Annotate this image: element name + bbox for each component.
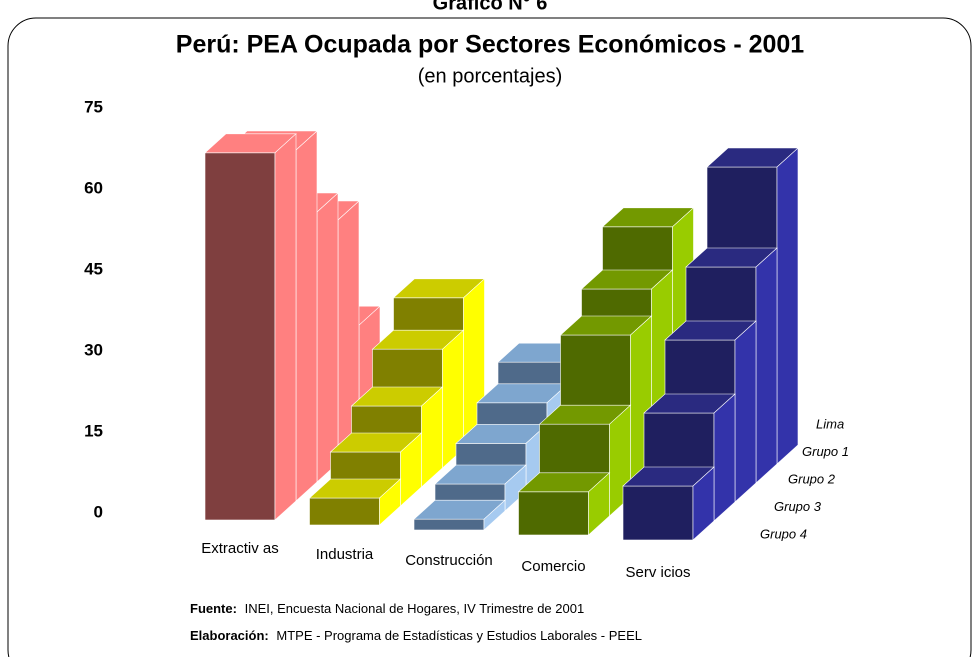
bar-block [413,499,506,531]
y-tick-label: 45 [84,259,103,278]
bar-side [692,466,715,541]
bar-side [316,192,339,483]
source-text: INEI, Encuesta Nacional de Hogares, IV T… [245,601,585,616]
bar-side [483,499,506,531]
bar-block [308,478,402,526]
x-tick-label: Serv icios [625,564,690,581]
y-tick-label: 30 [84,340,103,359]
depth-label: Grupo 2 [788,471,836,486]
credit-line: Elaboración: MTPE - Programa de Estadíst… [190,628,642,643]
bar-front [204,152,276,521]
bar-block [204,133,297,521]
x-tick-label: Comercio [521,558,585,575]
bar-front [622,485,694,541]
bar-front [309,497,380,526]
bar-block [517,472,611,536]
bar-side [295,130,318,502]
x-tick-label: Industria [316,546,374,563]
credit-label: Elaboración: [190,628,269,643]
depth-label: Grupo 1 [802,444,849,459]
bar-side [274,133,297,521]
bar-block [622,466,715,541]
bar-side [755,247,778,484]
bar-front [518,491,589,536]
bar-side [379,478,401,526]
chart-header: Gráfico N° 6 [433,0,548,14]
bar-side [734,320,757,503]
bar-side [713,393,736,522]
x-tick-label: Construcción [405,552,493,569]
bar-side [776,147,799,465]
y-tick-label: 15 [84,421,103,440]
chart-title: Perú: PEA Ocupada por Sectores Económico… [176,31,805,59]
depth-label: Grupo 4 [760,526,807,541]
depth-label: Grupo 3 [774,499,822,514]
y-tick-label: 75 [84,97,103,116]
chart-subtitle: (en porcentajes) [418,65,563,87]
x-tick-label: Extractiv as [201,540,279,557]
y-tick-label: 60 [84,178,103,197]
depth-label: Lima [816,416,844,431]
credit-text: MTPE - Programa de Estadísticas y Estudi… [276,628,642,643]
y-tick-label: 0 [94,502,103,521]
source-line: Fuente: INEI, Encuesta Nacional de Hogar… [190,601,584,616]
bar-front [413,518,485,531]
bar-side [588,472,610,536]
source-label: Fuente: [190,601,237,616]
